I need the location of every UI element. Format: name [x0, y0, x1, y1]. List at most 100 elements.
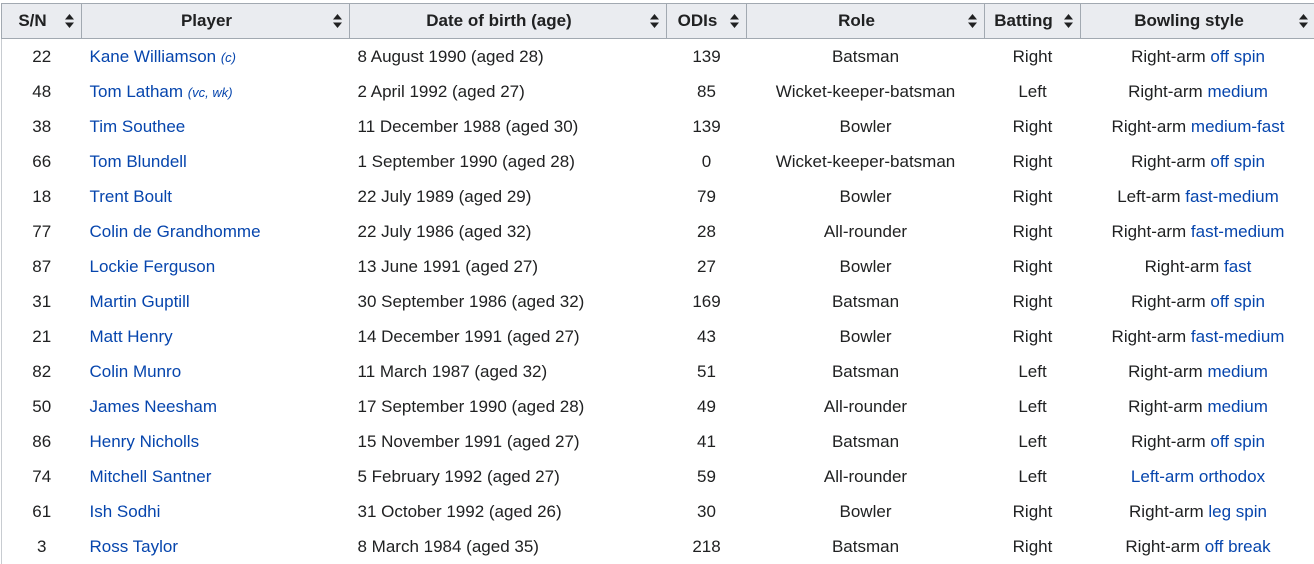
- column-header-role[interactable]: Role: [746, 3, 985, 39]
- bowling-cell: Right-arm medium-fast: [1081, 109, 1314, 144]
- sort-arrows-icon[interactable]: [333, 14, 342, 28]
- bowling-cell: Right-arm medium: [1081, 389, 1314, 424]
- odis-cell: 218: [692, 536, 721, 556]
- odis-cell: 169: [692, 291, 721, 311]
- sn-cell: 66: [1, 144, 82, 179]
- bowling-arm: Right-arm: [1128, 81, 1208, 101]
- table-row: 61 Ish Sodhi 31 October 1992 (aged 26) 30 Bo…: [1, 494, 1314, 529]
- player-cell: Mitchell Santner: [82, 459, 350, 494]
- batting-cell: Right: [1012, 326, 1053, 346]
- role-cell: Wicket-keeper-batsman: [775, 81, 956, 101]
- sort-arrows-icon[interactable]: [1064, 14, 1073, 28]
- sn-cell: 82: [1, 354, 82, 389]
- player-link[interactable]: Martin Guptill: [89, 291, 190, 311]
- player-link[interactable]: Trent Boult: [89, 186, 173, 206]
- player-link[interactable]: Ish Sodhi: [89, 501, 161, 521]
- player-link[interactable]: Colin de Grandhomme: [89, 221, 261, 241]
- player-link[interactable]: Ross Taylor: [89, 536, 179, 556]
- dob-cell: 17 September 1990 (aged 28): [357, 396, 585, 416]
- sn-cell: 61: [1, 494, 82, 529]
- player-link[interactable]: Tom Blundell: [89, 151, 187, 171]
- batting-cell: Right: [1012, 46, 1053, 66]
- bowling-style-link[interactable]: off spin: [1210, 151, 1265, 171]
- player-link[interactable]: Matt Henry: [89, 326, 173, 346]
- dob-cell: 11 March 1987 (aged 32): [357, 361, 548, 381]
- column-header-batting[interactable]: Batting: [984, 3, 1081, 39]
- role-cell: All-rounder: [823, 221, 908, 241]
- sort-arrows-icon[interactable]: [65, 14, 74, 28]
- batting-cell: Right: [1012, 116, 1053, 136]
- odis-cell: 139: [692, 116, 721, 136]
- player-link[interactable]: Lockie Ferguson: [89, 256, 216, 276]
- bowling-style-link[interactable]: medium: [1207, 81, 1268, 101]
- player-cell: Ish Sodhi: [82, 494, 350, 529]
- sort-arrows-icon[interactable]: [730, 14, 739, 28]
- player-cell: Matt Henry: [82, 319, 350, 354]
- column-header-bowling[interactable]: Bowling style: [1080, 3, 1314, 39]
- dob-cell: 8 March 1984 (aged 35): [357, 536, 539, 556]
- bowling-style-link[interactable]: off spin: [1210, 46, 1265, 66]
- sn-cell: 74: [1, 459, 82, 494]
- bowling-style-link[interactable]: Left-arm orthodox: [1130, 466, 1266, 486]
- table-row: 38 Tim Southee 11 December 1988 (aged 30) 1…: [1, 109, 1314, 144]
- batting-cell: Left: [1018, 81, 1047, 101]
- player-link[interactable]: Tim Southee: [89, 116, 186, 136]
- player-link[interactable]: Tom Latham: [89, 81, 184, 101]
- bowling-style-link[interactable]: off spin: [1210, 431, 1265, 451]
- column-header-odis[interactable]: ODIs: [666, 3, 747, 39]
- odis-cell: 85: [697, 81, 716, 101]
- sort-arrows-icon[interactable]: [1299, 14, 1308, 28]
- batting-cell: Left: [1018, 431, 1047, 451]
- table-row: 18 Trent Boult 22 July 1989 (aged 29) 79 Bow…: [1, 179, 1314, 214]
- odis-cell: 51: [697, 361, 716, 381]
- sn-cell: 87: [1, 249, 82, 284]
- bowling-style-link[interactable]: leg spin: [1208, 501, 1267, 521]
- bowling-arm: Right-arm: [1128, 361, 1208, 381]
- player-link[interactable]: Colin Munro: [89, 361, 182, 381]
- role-cell: Wicket-keeper-batsman: [775, 151, 956, 171]
- odis-cell: 79: [697, 186, 716, 206]
- sort-arrows-icon[interactable]: [968, 14, 977, 28]
- sn-cell: 3: [1, 529, 82, 564]
- bowling-style-link[interactable]: fast-medium: [1185, 186, 1279, 206]
- bowling-style-link[interactable]: fast-medium: [1190, 326, 1285, 346]
- bowling-arm: Right-arm: [1131, 46, 1211, 66]
- sn-cell: 50: [1, 389, 82, 424]
- bowling-style-link[interactable]: medium: [1207, 396, 1268, 416]
- column-header-label: Player: [180, 11, 233, 30]
- bowling-arm: Right-arm: [1131, 151, 1211, 171]
- player-link[interactable]: Mitchell Santner: [89, 466, 212, 486]
- column-header-dob[interactable]: Date of birth (age): [349, 3, 667, 39]
- bowling-arm: Right-arm: [1131, 431, 1211, 451]
- bowling-style-link[interactable]: off break: [1204, 536, 1271, 556]
- player-cell: Kane Williamson (c): [82, 39, 350, 75]
- bowling-arm: Right-arm: [1129, 501, 1209, 521]
- sn-cell: 31: [1, 284, 82, 319]
- sn-cell: 22: [1, 38, 82, 74]
- bowling-cell: Right-arm off spin: [1081, 39, 1314, 75]
- dob-cell: 31 October 1992 (aged 26): [357, 501, 562, 521]
- bowling-style-link[interactable]: fast: [1223, 256, 1252, 276]
- player-link[interactable]: James Neesham: [89, 396, 218, 416]
- role-cell: All-rounder: [823, 396, 908, 416]
- batting-cell: Right: [1012, 151, 1053, 171]
- column-header-player[interactable]: Player: [81, 3, 350, 39]
- captain-note: (c): [220, 49, 237, 65]
- dob-cell: 22 July 1986 (aged 32): [357, 221, 532, 241]
- column-header-sn[interactable]: S/N: [1, 3, 82, 39]
- player-cell: Martin Guptill: [82, 284, 350, 319]
- header-row: S/N Player Date of birth (age) ODIs Role Batt…: [1, 3, 1314, 39]
- player-cell: Trent Boult: [82, 179, 350, 214]
- bowling-style-link[interactable]: off spin: [1210, 291, 1265, 311]
- bowling-style-link[interactable]: medium-fast: [1190, 116, 1285, 136]
- player-link[interactable]: Kane Williamson: [89, 46, 217, 66]
- batting-cell: Left: [1018, 396, 1047, 416]
- sn-cell: 77: [1, 214, 82, 249]
- sort-arrows-icon[interactable]: [650, 14, 659, 28]
- bowling-cell: Right-arm leg spin: [1081, 494, 1314, 529]
- player-link[interactable]: Henry Nicholls: [89, 431, 200, 451]
- dob-cell: 1 September 1990 (aged 28): [357, 151, 575, 171]
- bowling-style-link[interactable]: medium: [1207, 361, 1268, 381]
- bowling-style-link[interactable]: fast-medium: [1190, 221, 1285, 241]
- column-header-label: Role: [838, 11, 875, 30]
